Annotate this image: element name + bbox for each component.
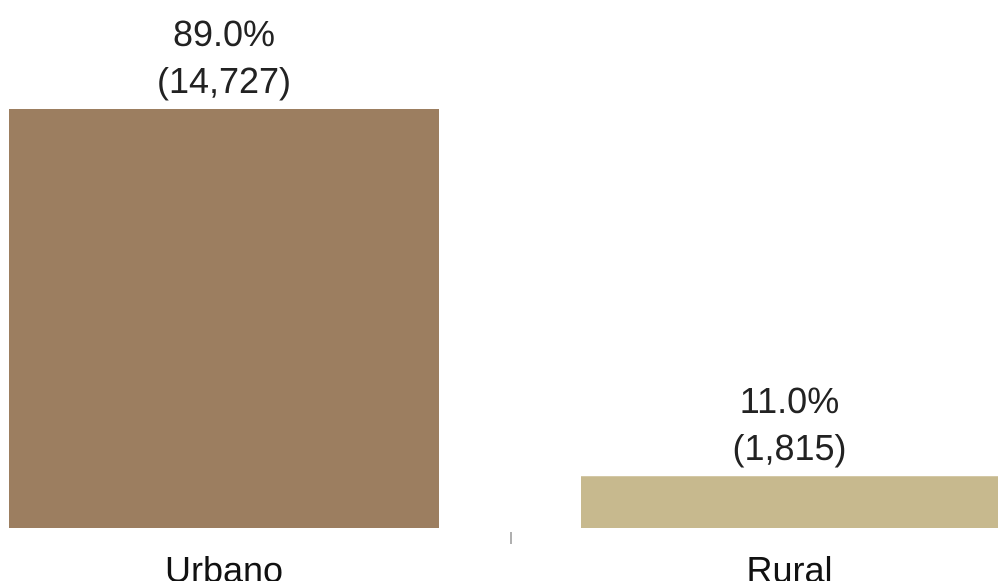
bar-urbano[interactable]: [9, 109, 439, 528]
bar-rural[interactable]: [581, 476, 998, 528]
bars-layer: [9, 109, 998, 528]
category-label-urbano: Urbano: [165, 549, 283, 581]
count-label-urbano: (14,727): [157, 60, 291, 101]
labels-layer: 89.0% (14,727) Urbano 11.0% (1,815) Rural: [157, 13, 847, 581]
category-label-rural: Rural: [746, 549, 832, 581]
value-label-rural: 11.0%: [740, 380, 839, 421]
count-label-rural: (1,815): [732, 427, 846, 468]
value-label-urbano: 89.0%: [173, 13, 275, 54]
